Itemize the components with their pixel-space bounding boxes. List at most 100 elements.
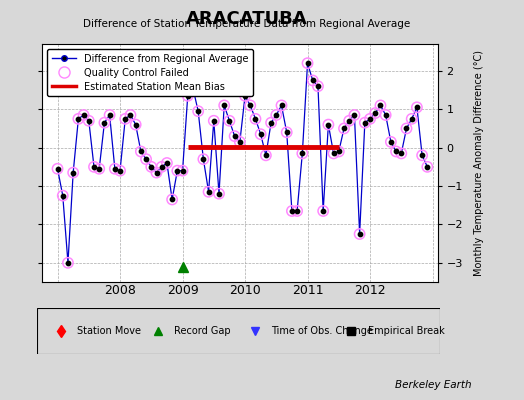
Point	[293, 208, 301, 214]
Point	[147, 164, 156, 170]
Point	[376, 102, 385, 109]
Point	[84, 118, 93, 124]
Point	[95, 166, 103, 172]
Point	[423, 164, 432, 170]
Point	[319, 208, 328, 214]
Point	[194, 108, 202, 114]
Point	[267, 120, 275, 126]
Point	[215, 190, 223, 197]
Point	[319, 208, 328, 214]
Point	[168, 196, 176, 203]
Point	[387, 139, 395, 145]
Point	[413, 104, 421, 110]
Point	[267, 120, 275, 126]
Point	[210, 118, 218, 124]
Point	[381, 112, 390, 118]
Point	[272, 112, 280, 118]
Legend: Difference from Regional Average, Quality Control Failed, Estimated Station Mean: Difference from Regional Average, Qualit…	[47, 49, 253, 96]
Text: 2011: 2011	[292, 284, 323, 296]
Point	[178, 168, 187, 174]
Point	[246, 102, 255, 109]
Point	[293, 208, 301, 214]
Point	[137, 148, 145, 155]
Point	[366, 116, 374, 122]
Point	[69, 169, 78, 176]
Point	[355, 231, 364, 237]
Text: 2012: 2012	[354, 284, 386, 296]
Text: 2010: 2010	[229, 284, 261, 296]
Point	[345, 118, 353, 124]
Point	[126, 112, 135, 118]
Point	[100, 120, 108, 126]
Point	[277, 102, 286, 109]
Point	[298, 150, 307, 157]
Point	[371, 110, 379, 116]
Point	[418, 152, 427, 158]
Point	[392, 148, 400, 155]
Point	[366, 116, 374, 122]
Point	[231, 133, 239, 139]
Point	[116, 168, 124, 174]
Point	[69, 169, 78, 176]
Text: Station Move: Station Move	[77, 326, 141, 336]
Point	[132, 122, 140, 128]
Point	[178, 168, 187, 174]
Point	[330, 150, 338, 157]
Point	[303, 60, 312, 66]
Text: 2008: 2008	[104, 284, 136, 296]
Point	[163, 160, 171, 166]
Point	[90, 164, 98, 170]
Point	[241, 93, 249, 99]
Point	[204, 188, 213, 195]
Point	[418, 152, 427, 158]
Point	[288, 208, 296, 214]
Point	[220, 102, 228, 109]
Point	[335, 148, 343, 155]
Point	[397, 150, 406, 157]
Point	[256, 131, 265, 138]
Point	[423, 164, 432, 170]
Point	[95, 166, 103, 172]
Point	[142, 156, 150, 162]
Text: Berkeley Earth: Berkeley Earth	[395, 380, 472, 390]
Point	[282, 129, 291, 136]
Point	[408, 116, 416, 122]
Point	[335, 148, 343, 155]
Point	[303, 60, 312, 66]
Point	[252, 116, 260, 122]
Point	[282, 129, 291, 136]
Text: Empirical Break: Empirical Break	[367, 326, 444, 336]
Point	[199, 156, 208, 162]
Point	[277, 102, 286, 109]
Point	[324, 122, 333, 128]
Point	[152, 169, 161, 176]
Text: 2009: 2009	[167, 284, 199, 296]
Point	[183, 93, 192, 99]
Point	[147, 164, 156, 170]
Point	[392, 148, 400, 155]
Point	[298, 150, 307, 157]
Point	[361, 120, 369, 126]
Point	[74, 116, 83, 122]
Point	[163, 160, 171, 166]
Point	[59, 192, 67, 199]
Point	[116, 168, 124, 174]
Point	[80, 112, 88, 118]
Point	[272, 112, 280, 118]
Point	[53, 166, 62, 172]
Point	[168, 196, 176, 203]
Point	[288, 208, 296, 214]
Text: Record Gap: Record Gap	[174, 326, 231, 336]
Point	[261, 152, 270, 158]
Point	[121, 116, 129, 122]
Point	[183, 93, 192, 99]
Point	[350, 112, 358, 118]
Point	[132, 122, 140, 128]
Point	[408, 116, 416, 122]
Point	[413, 104, 421, 110]
Point	[53, 166, 62, 172]
Point	[314, 83, 322, 90]
Point	[80, 112, 88, 118]
Point	[84, 118, 93, 124]
Point	[189, 85, 197, 91]
